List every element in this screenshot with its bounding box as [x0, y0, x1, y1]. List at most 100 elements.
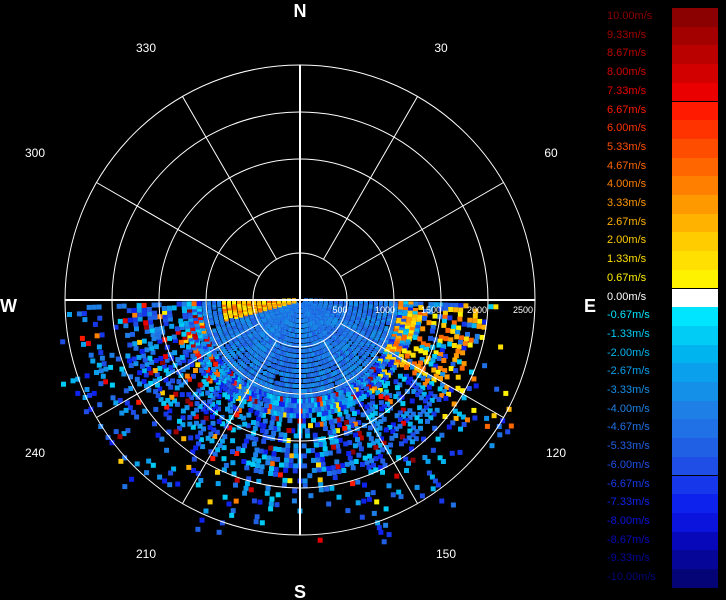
- echo-cell: [244, 351, 249, 356]
- echo-cell: [465, 331, 470, 337]
- echo-cell: [199, 367, 205, 373]
- echo-cell: [345, 508, 351, 514]
- degree-label-120: 120: [546, 446, 566, 460]
- echo-cell: [272, 385, 277, 390]
- legend-entry: -4.67m/s: [606, 419, 718, 439]
- echo-cell: [215, 347, 220, 352]
- echo-cell: [127, 358, 132, 364]
- echo-cell: [216, 529, 222, 535]
- echo-cell: [406, 316, 412, 322]
- echo-cell: [366, 431, 372, 437]
- legend-entry: -9.33m/s: [606, 550, 718, 569]
- echo-cell: [155, 432, 161, 438]
- echo-cell: [274, 416, 279, 422]
- echo-cell: [443, 306, 449, 312]
- echo-cell: [333, 376, 337, 381]
- echo-cell: [192, 313, 198, 318]
- echo-cell: [279, 462, 284, 468]
- echo-cell: [165, 397, 171, 403]
- legend-label: 6.00m/s: [607, 122, 647, 135]
- echo-cell: [393, 309, 398, 314]
- legend-label: -2.67m/s: [607, 365, 650, 378]
- echo-cell: [318, 482, 324, 488]
- echo-cell: [254, 447, 260, 453]
- echo-cell: [408, 304, 414, 310]
- echo-cell: [484, 423, 490, 429]
- azimuth-spoke: [323, 96, 418, 260]
- echo-cell: [327, 430, 333, 436]
- echo-cell: [212, 303, 217, 308]
- echo-cell: [198, 315, 203, 320]
- echo-cell: [157, 365, 163, 371]
- echo-cell: [404, 353, 410, 359]
- echo-cell: [324, 415, 330, 421]
- echo-cell: [281, 372, 286, 377]
- echo-cell: [328, 378, 333, 383]
- echo-cell: [348, 379, 353, 384]
- echo-cell: [293, 378, 298, 383]
- echo-cell: [116, 303, 122, 309]
- echo-cell: [259, 407, 265, 412]
- echo-cell: [193, 414, 199, 420]
- echo-cell: [277, 299, 281, 304]
- echo-cell: [218, 342, 223, 347]
- echo-cell: [252, 299, 256, 304]
- echo-cell: [139, 348, 145, 354]
- echo-cell: [385, 337, 390, 342]
- echo-cell: [275, 406, 281, 412]
- echo-cell: [249, 375, 254, 380]
- echo-cell: [122, 318, 128, 324]
- echo-cell: [271, 390, 276, 395]
- echo-cell: [277, 472, 283, 478]
- echo-cell: [267, 393, 272, 399]
- echo-cell: [310, 388, 315, 393]
- echo-cell: [315, 457, 321, 463]
- echo-cell: [196, 303, 202, 309]
- echo-cell: [375, 320, 380, 325]
- echo-cell: [397, 373, 403, 379]
- echo-cell: [121, 371, 127, 377]
- echo-cell: [148, 380, 154, 386]
- legend-swatch: [672, 419, 718, 439]
- echo-cell: [82, 317, 88, 323]
- legend-entry: -8.00m/s: [606, 512, 718, 532]
- echo-cell: [187, 347, 193, 353]
- echo-cell: [318, 401, 324, 407]
- echo-cell: [322, 395, 328, 401]
- legend-entry: 10.00m/s: [606, 8, 718, 27]
- echo-cell: [267, 299, 271, 304]
- echo-cell: [194, 401, 200, 407]
- echo-cell: [96, 362, 102, 368]
- echo-cell: [83, 409, 89, 415]
- legend-label: -8.67m/s: [607, 533, 650, 546]
- echo-cell: [455, 385, 461, 391]
- legend-entry: 0.00m/s: [606, 288, 718, 308]
- echo-cell: [324, 390, 329, 395]
- echo-cell: [316, 371, 321, 376]
- echo-cell: [97, 402, 103, 408]
- echo-cell: [324, 486, 330, 492]
- echo-cell: [127, 317, 133, 323]
- echo-cell: [268, 445, 274, 451]
- echo-cell: [426, 401, 432, 407]
- echo-cell: [441, 322, 447, 328]
- echo-cell: [423, 398, 428, 404]
- echo-cell: [75, 390, 81, 396]
- echo-cell: [164, 357, 170, 363]
- echo-cell: [173, 391, 179, 397]
- echo-cell: [217, 443, 223, 448]
- echo-cell: [343, 370, 348, 375]
- echo-cell: [287, 373, 292, 378]
- echo-cell: [405, 379, 411, 385]
- azimuth-spoke: [96, 182, 260, 277]
- echo-cell: [178, 339, 184, 345]
- echo-cell: [405, 339, 411, 345]
- echo-cell: [442, 368, 448, 374]
- echo-cell: [176, 301, 182, 307]
- echo-cell: [403, 307, 409, 313]
- echo-cell: [190, 424, 196, 430]
- echo-cell: [94, 333, 100, 339]
- radar-ppi-display[interactable]: N S E W 30 60 120 150 210 240 300 330 50…: [0, 0, 600, 600]
- echo-cell: [350, 337, 355, 342]
- echo-cell: [426, 384, 432, 390]
